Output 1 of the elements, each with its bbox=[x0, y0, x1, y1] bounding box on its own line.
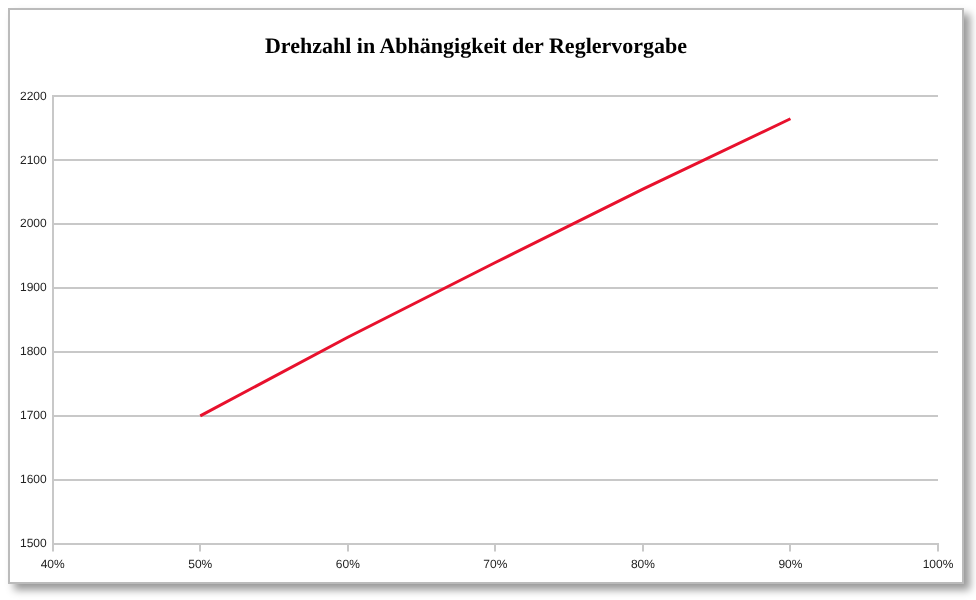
chart-title: Drehzahl in Abhängigkeit der Reglervorgabe bbox=[264, 34, 688, 59]
